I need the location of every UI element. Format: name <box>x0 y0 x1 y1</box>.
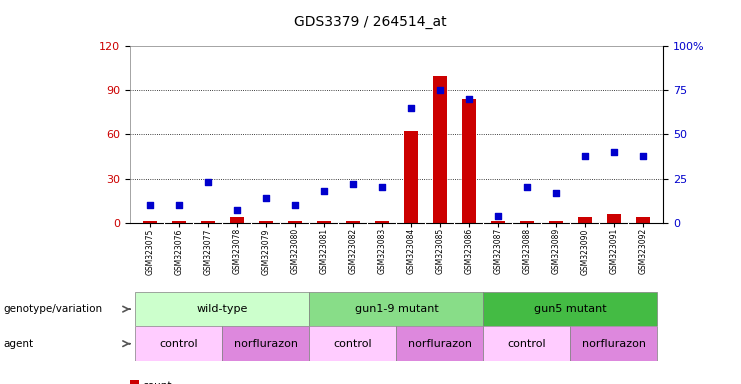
Bar <box>310 292 483 326</box>
Point <box>405 105 417 111</box>
Bar <box>433 76 447 223</box>
Bar <box>548 221 563 223</box>
Point <box>434 87 446 93</box>
Bar <box>230 217 245 223</box>
Bar <box>404 131 418 223</box>
Text: control: control <box>333 339 372 349</box>
Bar <box>462 99 476 223</box>
Text: GSM323085: GSM323085 <box>436 228 445 275</box>
Text: gun1-9 mutant: gun1-9 mutant <box>354 304 439 314</box>
Point <box>289 202 301 208</box>
Point <box>579 152 591 159</box>
Bar <box>519 221 534 223</box>
Text: GSM323086: GSM323086 <box>465 228 473 275</box>
Text: GSM323078: GSM323078 <box>233 228 242 275</box>
Point <box>637 152 649 159</box>
Point <box>463 96 475 102</box>
Text: GSM323076: GSM323076 <box>174 228 184 275</box>
Point <box>318 188 330 194</box>
Bar <box>310 326 396 361</box>
Text: agent: agent <box>4 339 34 349</box>
Text: GSM323088: GSM323088 <box>522 228 531 275</box>
Text: norflurazon: norflurazon <box>408 339 472 349</box>
Text: GSM323077: GSM323077 <box>204 228 213 275</box>
Bar <box>396 326 483 361</box>
Bar <box>288 221 302 223</box>
Point <box>608 149 619 155</box>
Point <box>260 195 272 201</box>
Bar <box>222 326 310 361</box>
Point <box>144 202 156 208</box>
Bar <box>172 221 186 223</box>
Text: wild-type: wild-type <box>197 304 248 314</box>
Text: norflurazon: norflurazon <box>582 339 646 349</box>
Bar <box>375 221 389 223</box>
Text: GSM323080: GSM323080 <box>290 228 299 275</box>
Text: GSM323090: GSM323090 <box>580 228 589 275</box>
Bar <box>571 326 657 361</box>
Text: GSM323092: GSM323092 <box>639 228 648 275</box>
Text: gun5 mutant: gun5 mutant <box>534 304 607 314</box>
Point <box>521 184 533 190</box>
Text: control: control <box>508 339 546 349</box>
Point <box>347 181 359 187</box>
Text: GSM323091: GSM323091 <box>609 228 619 275</box>
Text: GSM323089: GSM323089 <box>551 228 560 275</box>
Bar <box>491 221 505 223</box>
Point <box>492 213 504 219</box>
Bar <box>136 326 222 361</box>
Bar <box>483 326 571 361</box>
Text: GSM323087: GSM323087 <box>494 228 502 275</box>
Bar <box>259 221 273 223</box>
Text: GSM323082: GSM323082 <box>348 228 357 275</box>
Point <box>173 202 185 208</box>
Point <box>231 207 243 214</box>
Bar <box>143 221 157 223</box>
Bar <box>578 217 592 223</box>
Text: count: count <box>142 381 172 384</box>
Text: control: control <box>159 339 199 349</box>
Point <box>202 179 214 185</box>
Text: GSM323083: GSM323083 <box>377 228 387 275</box>
Bar <box>201 221 215 223</box>
Point <box>376 184 388 190</box>
Text: GDS3379 / 264514_at: GDS3379 / 264514_at <box>294 15 447 29</box>
Bar <box>136 292 310 326</box>
Bar <box>636 217 650 223</box>
Bar <box>483 292 657 326</box>
Point <box>550 190 562 196</box>
Text: GSM323081: GSM323081 <box>319 228 328 275</box>
Text: GSM323079: GSM323079 <box>262 228 270 275</box>
Text: norflurazon: norflurazon <box>234 339 298 349</box>
Text: GSM323075: GSM323075 <box>145 228 154 275</box>
Bar <box>607 214 621 223</box>
Bar <box>316 221 331 223</box>
Text: GSM323084: GSM323084 <box>406 228 416 275</box>
Bar <box>346 221 360 223</box>
Text: genotype/variation: genotype/variation <box>4 304 103 314</box>
